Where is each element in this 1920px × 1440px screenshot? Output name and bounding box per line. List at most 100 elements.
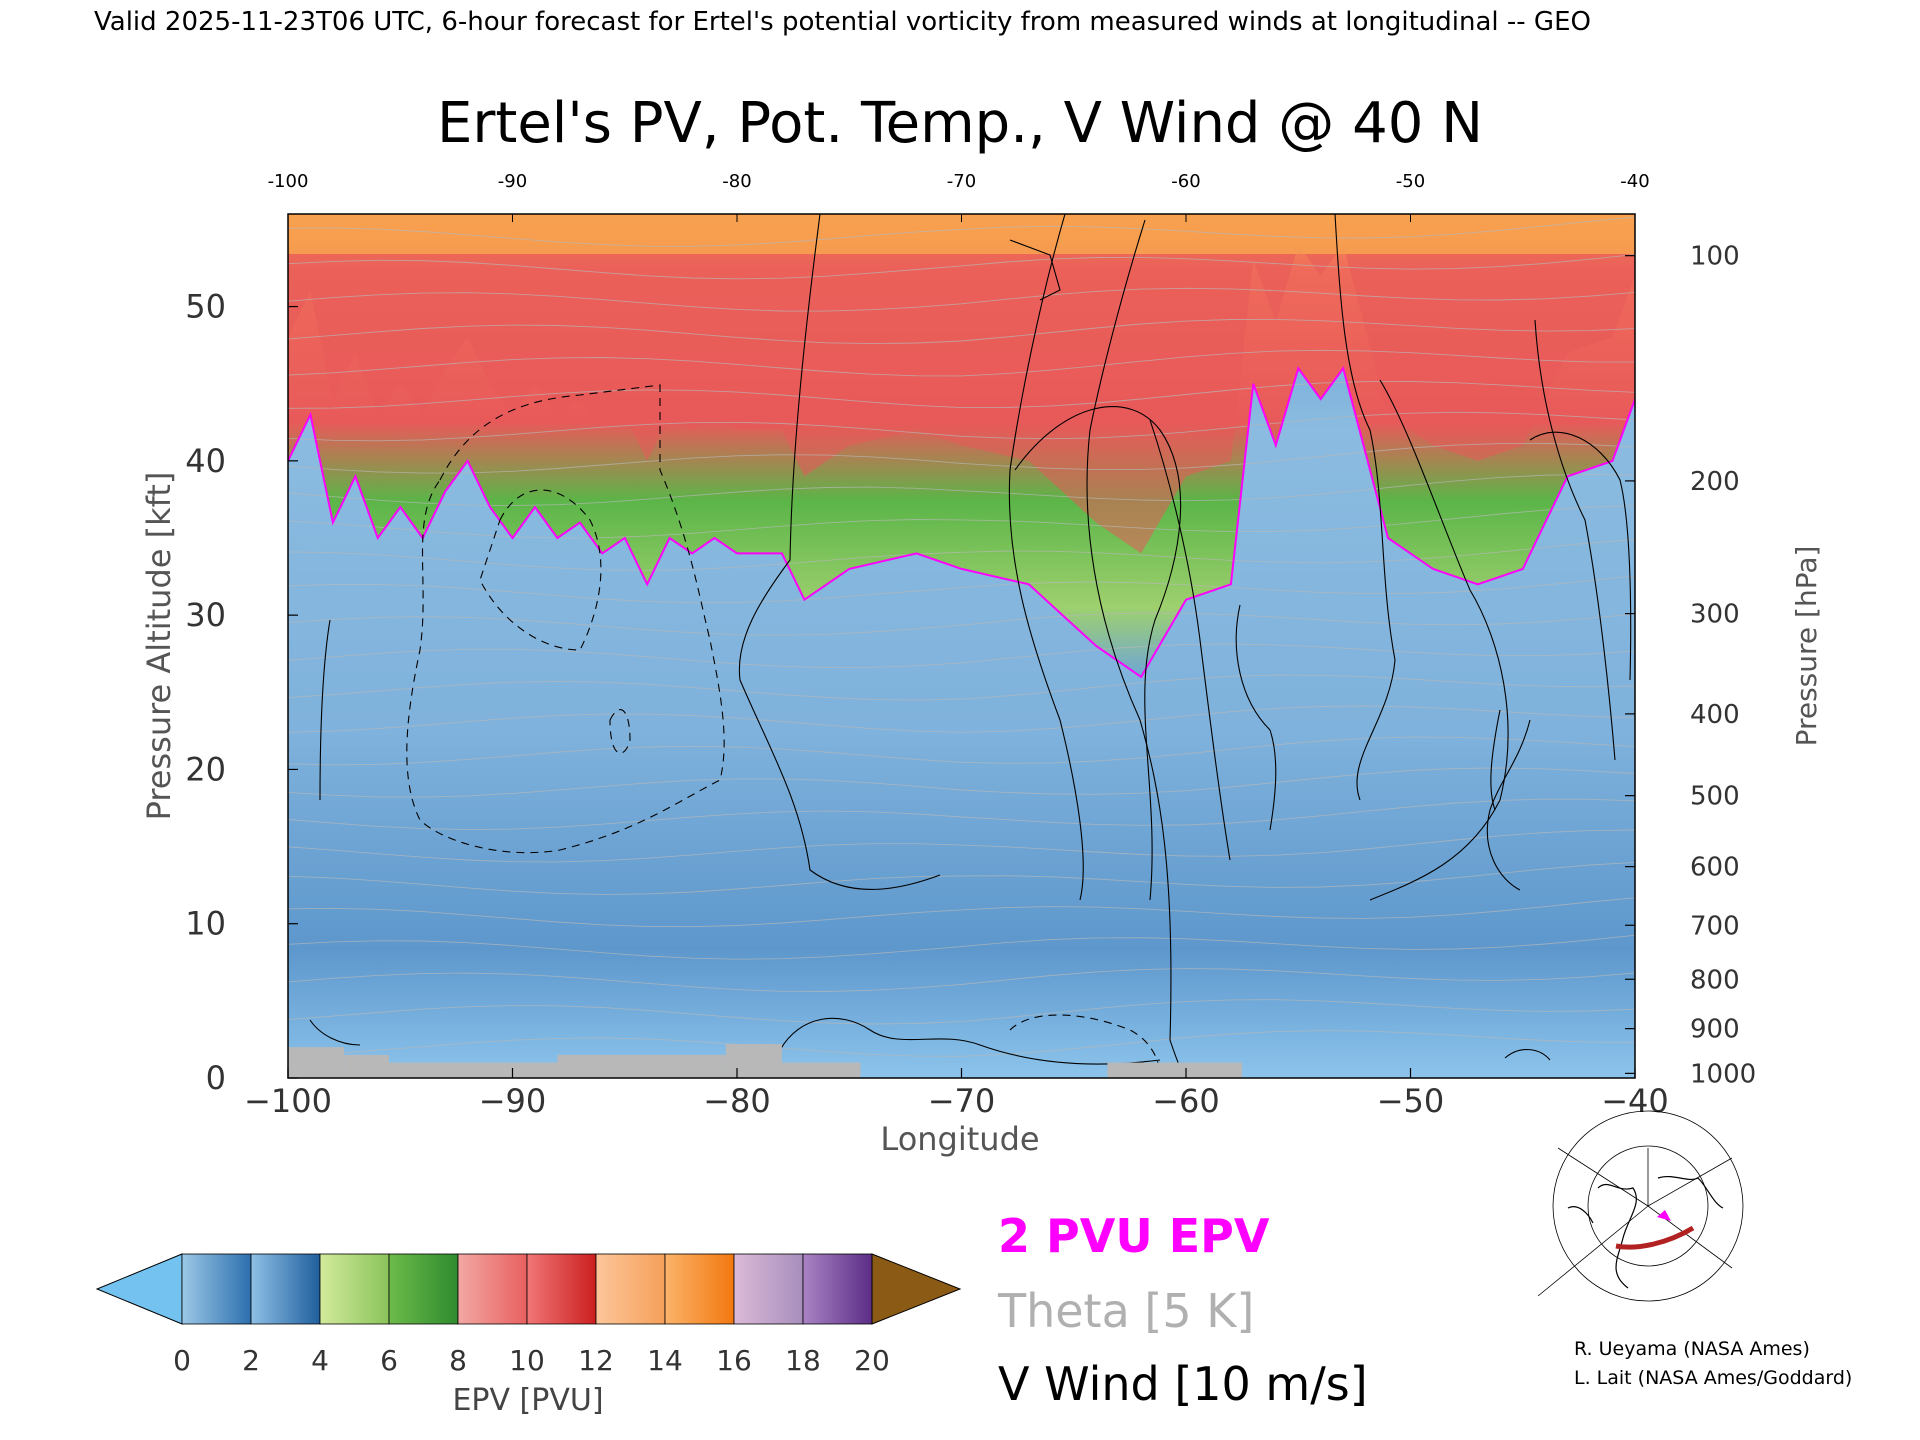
pressure-tick-label: 400 [1690,700,1740,730]
x-top-tick-label: -100 [268,171,309,192]
surface-mask-block [557,1054,726,1078]
theta-contour [288,767,1635,798]
theta-contour [288,575,1635,604]
colorbar-segment [250,1253,321,1325]
wind-contour [309,1019,361,1046]
theta-contour [288,705,1635,733]
colorbar-segment [457,1253,528,1325]
theta-contour [288,897,1635,928]
colorbar-over-arrow [871,1253,962,1325]
wind-contour [1504,1049,1551,1061]
wind-contour [1008,214,1084,901]
x-top-tick-label: -80 [722,171,751,192]
colorbar-tick-label: 6 [380,1344,398,1377]
v-wind-contours [309,214,1632,1078]
colorbar [95,1253,962,1325]
legend-theta: Theta [5 K] [997,1284,1254,1338]
colorbar-segment [319,1253,390,1325]
surface-mask-block [389,1062,558,1078]
valid-line: Valid 2025-11-23T06 UTC, 6-hour forecast… [94,7,1591,37]
wind-contour [1009,239,1061,301]
colorbar-tick-label: 2 [242,1344,260,1377]
colorbar-tick-label: 10 [509,1344,545,1377]
x-axis: −100 −90 −80 −70 −60 −50 −40 [244,1068,1669,1120]
theta-contour [288,443,1635,474]
pressure-tick-label: 600 [1690,853,1740,883]
colorbar-segment [181,1253,252,1325]
wind-contour [1486,719,1531,891]
colorbar-segment [802,1253,873,1325]
colorbar-segment [526,1253,597,1325]
wind-contour-dashed [1009,1014,1161,1076]
theta-contour [288,861,1635,895]
x-tick-label: −40 [1601,1082,1669,1120]
y-tick-label: 50 [185,288,226,326]
credit-line-1: R. Ueyama (NASA Ames) [1574,1338,1810,1360]
wind-contour [1534,319,1616,761]
x-axis-label: Longitude [880,1120,1039,1158]
surface-mask [288,1044,1243,1078]
wind-contour-dashed [609,709,631,754]
y-axis-label: Pressure Altitude [kft] [140,472,178,821]
theta-contour [288,736,1635,766]
x-top-tick-label: -40 [1620,171,1649,192]
colorbar-tick-label: 4 [311,1344,329,1377]
pressure-tick-label: 100 [1690,242,1740,272]
colorbar-tick-label: 0 [173,1344,191,1377]
theta-contour [288,411,1635,442]
theta-contour [288,798,1635,831]
x-top-tick-label: -90 [498,171,527,192]
legend-epv: 2 PVU EPV [998,1209,1270,1263]
colorbar-segment [733,1253,804,1325]
theta-contour [288,968,1635,992]
theta-contour [288,829,1635,863]
theta-contour [288,539,1635,571]
x-tick-label: −80 [703,1082,771,1120]
pressure-tick-label: 700 [1690,911,1740,941]
wind-contour [1149,419,1231,861]
theta-contour [288,318,1635,345]
theta-contour [288,473,1635,507]
colorbar-label: EPV [PVU] [452,1383,603,1418]
x-tick-label: −70 [928,1082,996,1120]
wind-contour [1235,604,1277,831]
legend-vwind: V Wind [10 m/s] [998,1357,1368,1411]
surface-mask-block [781,1062,861,1078]
colorbar-ticks: 0 2 4 6 8 10 12 14 16 18 20 [173,1344,890,1377]
tropopause-2pvu-line [288,366,1635,679]
theta-contour [288,216,1635,247]
x-top-tick-label: -70 [947,171,976,192]
colorbar-tick-label: 12 [578,1344,614,1377]
theta-contour [288,612,1635,636]
y-tick-label: 30 [185,596,226,634]
wind-contour [1490,709,1501,811]
theta-contour [288,643,1635,668]
y-tick-label: 0 [206,1059,226,1097]
theta-contour [288,934,1635,960]
red-band-fill [288,244,1635,554]
wind-contour-dashed [479,489,602,651]
theta-contours [288,216,1635,1057]
wind-contour [738,214,941,890]
x-top-tick-label: -60 [1171,171,1200,192]
x-axis-top: -100 -90 -80 -70 -60 -50 -40 [268,171,1650,222]
theta-contour [288,999,1635,1025]
colorbar-segment [388,1253,459,1325]
pressure-tick-label: 900 [1690,1015,1740,1045]
y-tick-label: 20 [185,750,226,788]
colorbar-tick-label: 8 [449,1344,467,1377]
colorbar-tick-label: 14 [647,1344,683,1377]
colorbar-segment [595,1253,666,1325]
pressure-tick-label: 800 [1690,965,1740,995]
surface-mask-block [725,1044,782,1078]
colorbar-tick-label: 20 [854,1344,890,1377]
x-tick-label: −90 [479,1082,547,1120]
plot-area [288,214,1635,1078]
credit-line-2: L. Lait (NASA Ames/Goddard) [1574,1367,1852,1389]
surface-mask-block [1107,1062,1243,1078]
pressure-tick-label: 300 [1690,600,1740,630]
colorbar-tick-label: 18 [785,1344,821,1377]
theta-contour [288,349,1635,377]
colorbar-under-arrow [95,1253,183,1325]
pressure-tick-label: 200 [1690,467,1740,497]
